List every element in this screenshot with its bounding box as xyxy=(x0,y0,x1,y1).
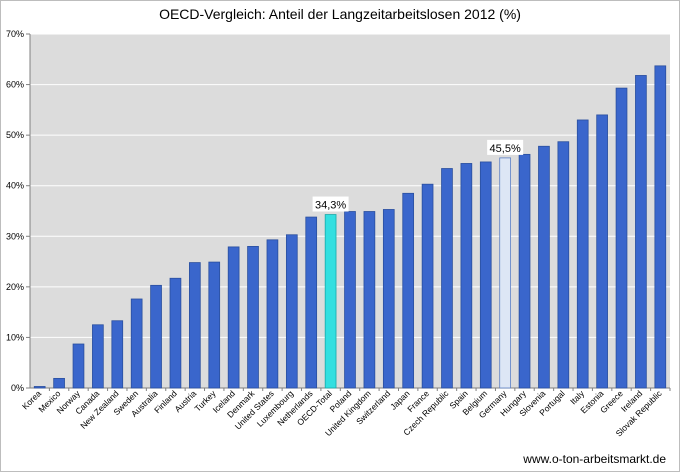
bar xyxy=(557,141,570,389)
bar xyxy=(518,153,531,389)
bar xyxy=(111,320,124,389)
bar xyxy=(72,343,85,389)
bar xyxy=(538,145,550,389)
bar xyxy=(382,209,395,389)
bar xyxy=(324,214,337,389)
bar xyxy=(266,239,279,389)
bar xyxy=(654,65,667,389)
y-tick-label: 0% xyxy=(11,383,24,393)
data-label-box xyxy=(312,196,349,212)
bar xyxy=(227,246,240,389)
bar xyxy=(635,75,647,389)
bar xyxy=(615,87,628,389)
bar xyxy=(92,324,104,389)
y-tick-label: 70% xyxy=(6,29,24,39)
source-label: www.o-ton-arbeitsmarkt.de xyxy=(523,452,666,466)
y-tick-label: 40% xyxy=(6,181,24,191)
bar xyxy=(305,216,318,389)
x-tick-label: Austria xyxy=(172,388,198,414)
y-tick-label: 60% xyxy=(6,80,24,90)
bar xyxy=(33,386,46,389)
bar xyxy=(479,161,492,389)
bar xyxy=(441,168,453,389)
bar xyxy=(460,163,473,389)
bar xyxy=(344,211,356,389)
bar xyxy=(150,284,162,389)
bar xyxy=(499,157,511,389)
bar xyxy=(189,262,201,389)
chart-title: OECD-Vergleich: Anteil der Langzeitarbei… xyxy=(159,6,521,22)
bar xyxy=(421,183,434,389)
data-label-box xyxy=(487,139,524,155)
data-label: 45,5% xyxy=(490,143,521,155)
bar xyxy=(169,277,182,389)
y-tick-label: 10% xyxy=(6,332,24,342)
bar xyxy=(402,192,415,389)
y-tick-label: 20% xyxy=(6,282,24,292)
bar xyxy=(53,377,65,389)
bar xyxy=(247,245,259,389)
bar xyxy=(363,211,376,389)
data-label: 34,3% xyxy=(315,200,346,212)
bar xyxy=(285,234,298,389)
y-tick-label: 30% xyxy=(6,231,24,241)
y-tick-label: 50% xyxy=(6,130,24,140)
bar xyxy=(130,298,143,389)
bar xyxy=(576,119,589,389)
bar xyxy=(208,261,221,389)
bar xyxy=(596,114,608,389)
